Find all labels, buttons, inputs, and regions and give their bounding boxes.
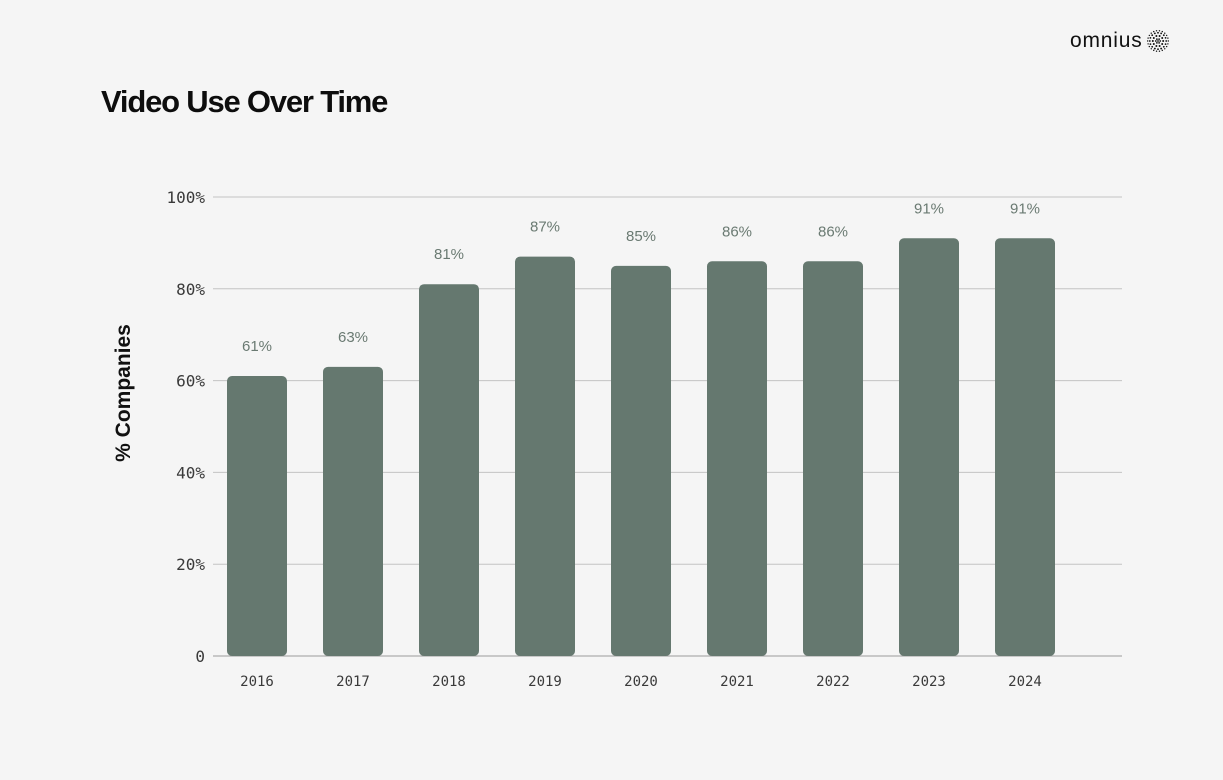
x-category-label: 2024: [1008, 674, 1042, 690]
x-category-label: 2022: [816, 674, 850, 690]
data-label-2023: 91%: [914, 200, 944, 217]
x-category-label: 2017: [336, 674, 370, 690]
data-label-2017: 63%: [338, 329, 368, 346]
x-category-label: 2023: [912, 674, 946, 690]
x-category-label: 2020: [624, 674, 658, 690]
dotted-sunburst-icon: [1146, 30, 1169, 52]
y-axis-title: % Companies: [112, 324, 135, 462]
data-label-2018: 81%: [434, 246, 464, 263]
brand-name: omnius: [1070, 29, 1143, 52]
brand-logo: omnius: [1070, 28, 1169, 54]
bar-2018: [419, 284, 479, 656]
data-label-2019: 87%: [530, 219, 560, 236]
bar-2023: [899, 238, 959, 656]
y-tick-label: 20%: [176, 555, 205, 574]
data-label-2021: 86%: [722, 223, 752, 240]
y-tick-label: 40%: [176, 463, 205, 482]
data-label-2024: 91%: [1010, 200, 1040, 217]
x-category-label: 2019: [528, 674, 562, 690]
bar-2020: [611, 265, 671, 656]
data-labels: 61% 63% 81% 87% 85% 86% 86% 91% 91%: [242, 200, 1040, 355]
bar-2022: [803, 261, 863, 656]
x-category-label: 2018: [432, 674, 466, 690]
y-tick-label: 80%: [176, 280, 205, 299]
x-category-label: 2016: [240, 674, 274, 690]
data-label-2022: 86%: [818, 223, 848, 240]
bar-2024: [995, 238, 1055, 656]
y-tick-label: 100%: [166, 188, 205, 207]
y-tick-label: 0: [195, 647, 205, 666]
x-category-label: 2021: [720, 674, 754, 690]
bar-2021: [707, 261, 767, 656]
page-title: Video Use Over Time: [101, 84, 388, 119]
data-label-2020: 85%: [626, 228, 656, 245]
bar-2016: [227, 376, 287, 656]
bars: [227, 238, 1055, 656]
y-tick-label: 60%: [176, 372, 205, 391]
data-label-2016: 61%: [242, 338, 272, 355]
y-axis-ticks: 0 20% 40% 60% 80% 100%: [166, 188, 205, 666]
bar-2019: [515, 256, 575, 656]
x-axis-categories: 2016 2017 2018 2019 2020 2021 2022 2023 2024: [240, 674, 1042, 690]
bar-2017: [323, 366, 383, 656]
